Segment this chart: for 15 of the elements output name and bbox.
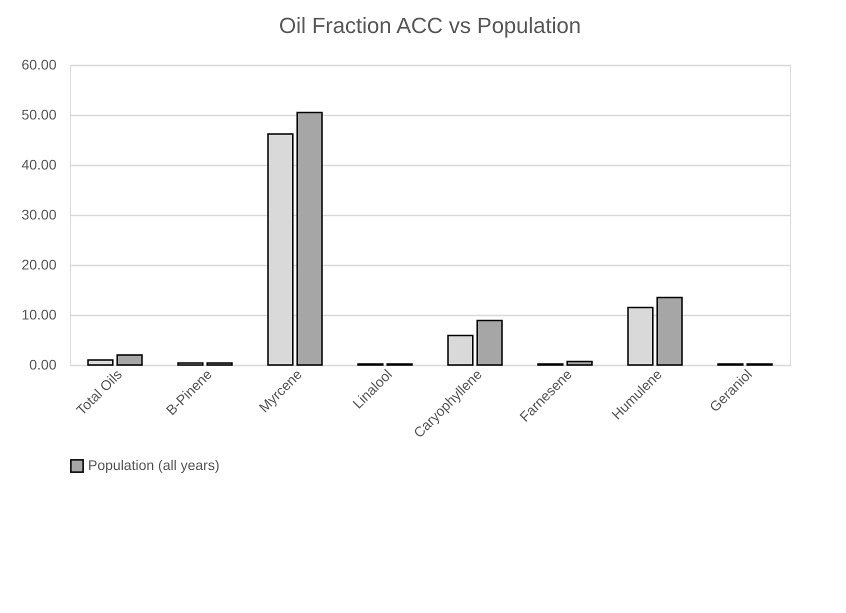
y-tick-label: 30.00 [21,206,57,222]
bar [476,320,503,366]
y-tick-label: 10.00 [21,306,57,322]
legend-label: Population (all years) [88,457,220,473]
y-tick-label: 20.00 [21,256,57,272]
chart-title: Oil Fraction ACC vs Population [278,13,582,38]
bar [566,360,593,366]
y-tick-label: 0.00 [29,356,57,372]
bar [296,112,323,366]
bar [656,296,683,366]
y-tick-label: 60.00 [21,56,57,72]
bar [206,362,233,366]
y-tick-label: 50.00 [21,106,57,122]
bar [116,354,143,366]
y-tick-label: 40.00 [21,156,57,172]
